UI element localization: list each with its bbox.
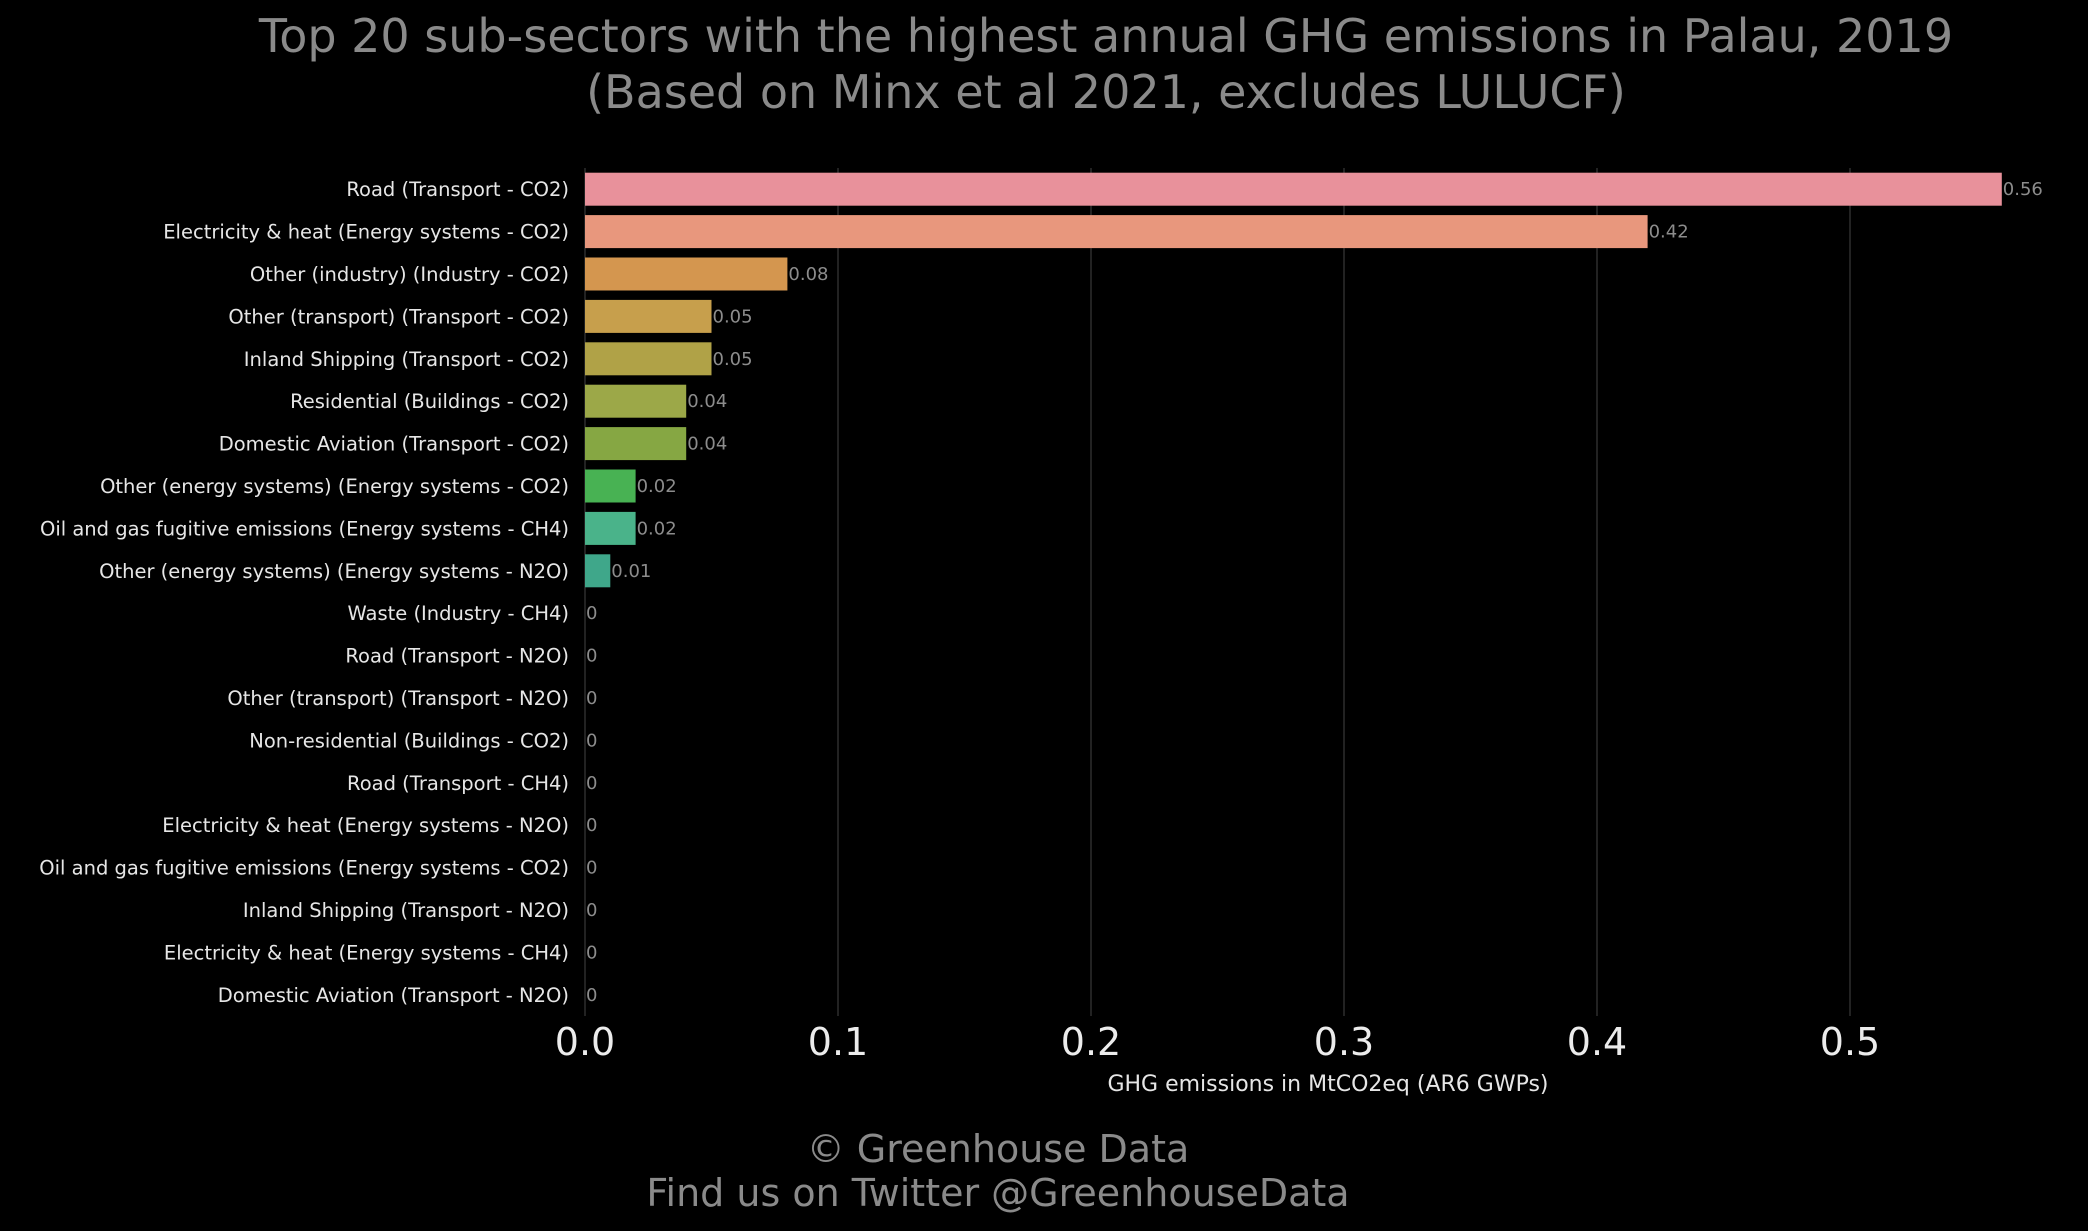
- bars: [585, 172, 2002, 588]
- data-label: 0: [586, 646, 597, 667]
- bar: [585, 469, 636, 503]
- bar: [585, 384, 687, 418]
- data-label: 0: [586, 942, 597, 963]
- chart-subtitle: (Based on Minx et al 2021, excludes LULU…: [586, 65, 1626, 119]
- category-label: Road (Transport - CO2): [346, 178, 569, 201]
- x-tick-label: 0.1: [808, 1020, 868, 1064]
- value-labels: 0.56 0.42 0.08 0.05 0.05 0.04 0.04 0.02 0.02 0.01…: [586, 179, 2043, 1006]
- data-label: 0: [586, 773, 597, 794]
- bar: [585, 172, 2002, 206]
- data-label: 0.42: [1649, 222, 1689, 243]
- category-label: Other (transport) (Transport - CO2): [228, 305, 569, 328]
- bar: [585, 257, 788, 291]
- category-label: Road (Transport - N2O): [345, 645, 569, 668]
- data-label: 0: [586, 985, 597, 1006]
- category-label: Oil and gas fugitive emissions (Energy s…: [39, 857, 569, 880]
- category-label: Residential (Buildings - CO2): [290, 390, 569, 413]
- data-label: 0.05: [713, 306, 753, 327]
- data-label: 0.08: [788, 264, 828, 285]
- data-label: 0: [586, 688, 597, 709]
- x-tick-label: 0.3: [1314, 1020, 1374, 1064]
- category-label: Waste (Industry - CH4): [347, 602, 569, 625]
- bar: [585, 299, 712, 333]
- category-label: Electricity & heat (Energy systems - CH4…: [164, 941, 569, 964]
- category-label: Domestic Aviation (Transport - N2O): [218, 984, 569, 1007]
- category-label: Road (Transport - CH4): [347, 772, 569, 795]
- category-label: Inland Shipping (Transport - N2O): [243, 899, 569, 922]
- x-axis-ticks: 0.0 0.1 0.2 0.3 0.4 0.5: [555, 1020, 1880, 1064]
- x-tick-label: 0.5: [1820, 1020, 1880, 1064]
- category-label: Other (transport) (Transport - N2O): [227, 687, 569, 710]
- category-label: Other (industry) (Industry - CO2): [250, 263, 569, 286]
- category-label: Domestic Aviation (Transport - CO2): [219, 433, 569, 456]
- footer-copyright: © Greenhouse Data: [807, 1127, 1190, 1171]
- data-label: 0.02: [637, 476, 677, 497]
- x-tick-label: 0.0: [555, 1020, 615, 1064]
- footer-twitter: Find us on Twitter @GreenhouseData: [646, 1171, 1349, 1215]
- data-label: 0.04: [687, 391, 727, 412]
- bar: [585, 342, 712, 376]
- category-label: Oil and gas fugitive emissions (Energy s…: [40, 517, 569, 540]
- data-label: 0: [586, 815, 597, 836]
- x-tick-label: 0.4: [1567, 1020, 1627, 1064]
- bar: [585, 427, 687, 461]
- data-label: 0: [586, 730, 597, 751]
- data-label: 0.01: [611, 561, 651, 582]
- category-label: Non-residential (Buildings - CO2): [249, 729, 569, 752]
- data-label: 0: [586, 900, 597, 921]
- x-axis-title: GHG emissions in MtCO2eq (AR6 GWPs): [1107, 1072, 1548, 1097]
- category-label: Electricity & heat (Energy systems - N2O…: [162, 814, 569, 837]
- chart-title: Top 20 sub-sectors with the highest annu…: [258, 9, 1953, 63]
- x-tick-label: 0.2: [1061, 1020, 1121, 1064]
- data-label: 0.56: [2003, 179, 2043, 200]
- data-label: 0.05: [713, 349, 753, 370]
- data-label: 0.02: [637, 518, 677, 539]
- category-label: Electricity & heat (Energy systems - CO2…: [163, 221, 569, 244]
- bar: [585, 554, 611, 588]
- data-label: 0: [586, 603, 597, 624]
- bar: [585, 511, 636, 545]
- category-label: Other (energy systems) (Energy systems -…: [100, 475, 569, 498]
- data-label: 0.04: [687, 434, 727, 455]
- bar: [585, 215, 1648, 249]
- category-label: Other (energy systems) (Energy systems -…: [99, 560, 569, 583]
- category-label: Inland Shipping (Transport - CO2): [244, 348, 569, 371]
- category-labels: Road (Transport - CO2) Electricity & heat…: [39, 178, 569, 1007]
- data-label: 0: [586, 858, 597, 879]
